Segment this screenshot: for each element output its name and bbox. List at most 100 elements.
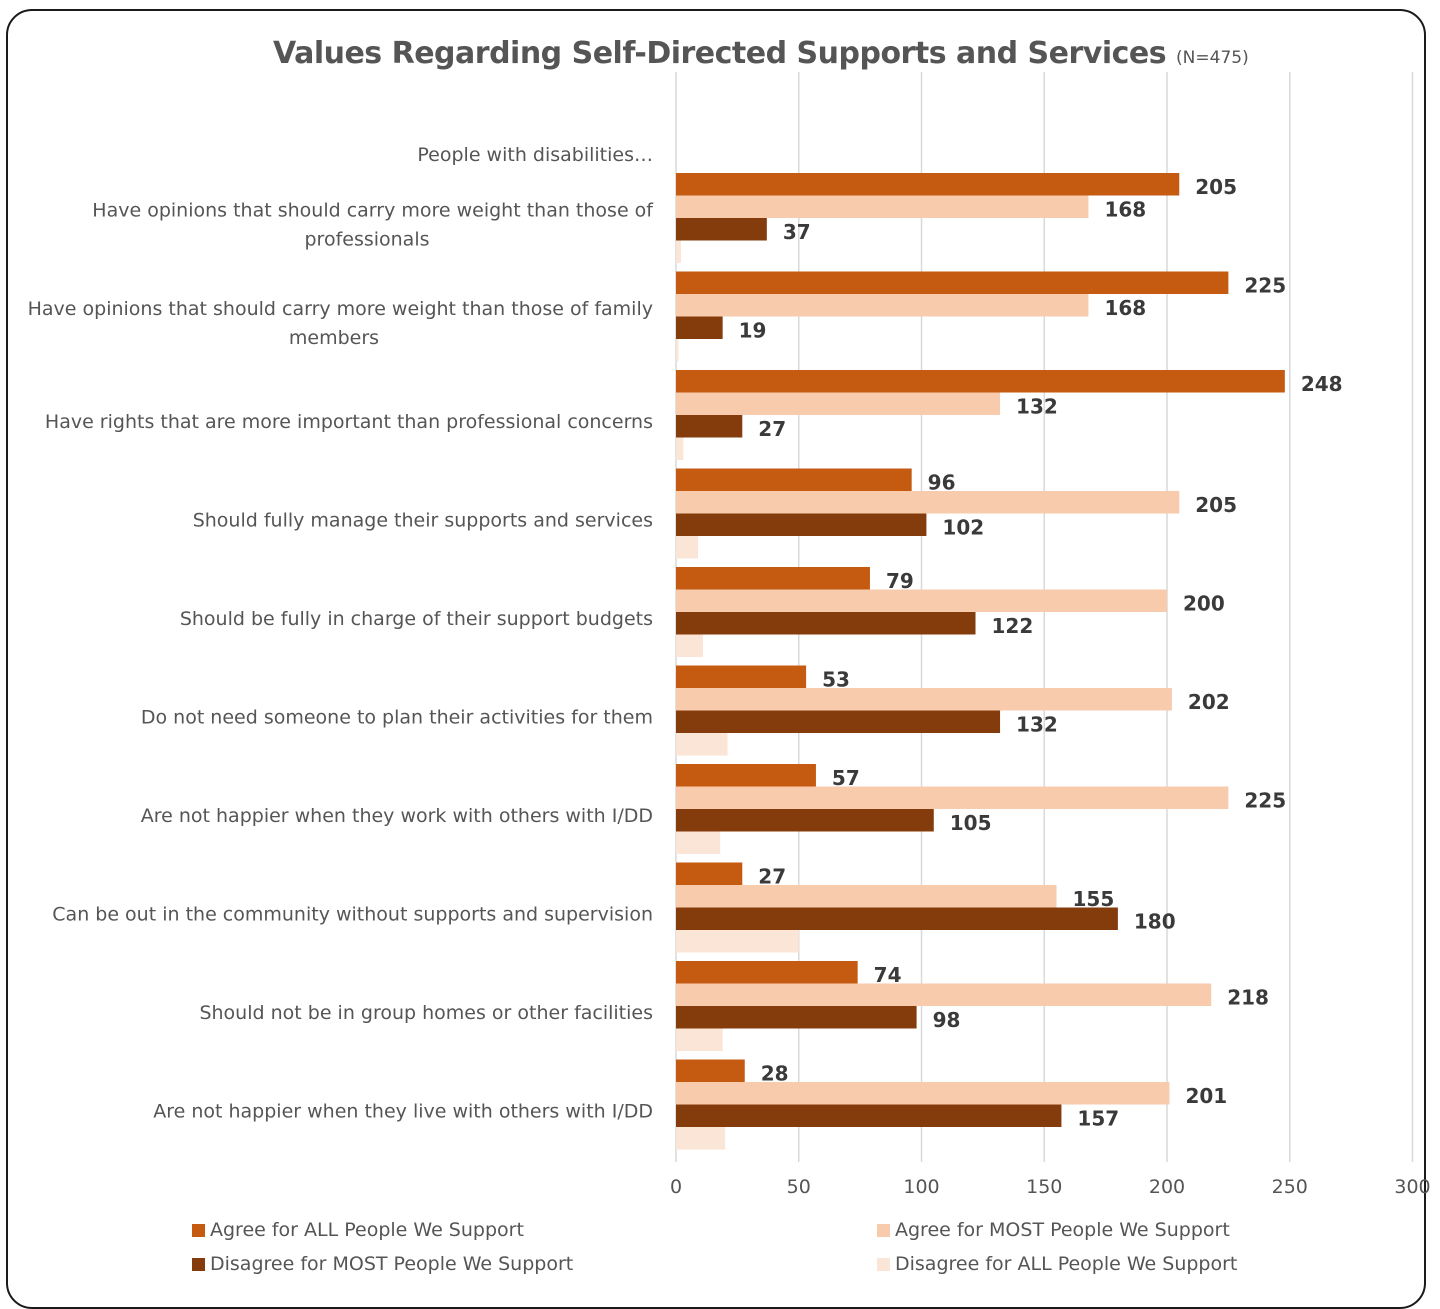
data-label: 27 xyxy=(758,417,786,441)
data-label: 201 xyxy=(1185,1084,1227,1108)
bar xyxy=(676,1028,723,1051)
data-label: 132 xyxy=(1016,713,1058,737)
category-label: Should not be in group homes or other fa… xyxy=(199,1002,653,1024)
bar xyxy=(676,710,1001,733)
legend-item: Disagree for MOST People We Support xyxy=(192,1253,573,1275)
x-tick-label: 150 xyxy=(1026,1176,1062,1198)
bar xyxy=(676,961,858,984)
legend-swatch xyxy=(192,1223,205,1237)
data-label: 105 xyxy=(950,811,992,835)
bar xyxy=(676,218,767,241)
data-label: 202 xyxy=(1188,690,1230,714)
bar xyxy=(676,733,728,756)
data-label: 168 xyxy=(1104,198,1146,222)
x-tick-label: 0 xyxy=(670,1176,682,1198)
category-label: Are not happier when they live with othe… xyxy=(153,1101,653,1123)
bar xyxy=(676,634,704,657)
bar xyxy=(676,415,743,438)
x-tick-label: 300 xyxy=(1394,1176,1430,1198)
bar xyxy=(676,862,743,885)
bar xyxy=(676,1059,745,1082)
category-label: Can be out in the community without supp… xyxy=(52,904,653,926)
chart-title: Values Regarding Self-Directed Supports … xyxy=(273,36,1249,71)
bar xyxy=(676,491,1180,514)
bar xyxy=(676,513,927,536)
bar xyxy=(676,294,1089,317)
bar xyxy=(676,1082,1170,1105)
data-label: 53 xyxy=(822,668,850,692)
x-tick-label: 100 xyxy=(903,1176,939,1198)
bar xyxy=(676,589,1167,612)
bar xyxy=(676,809,934,832)
bar xyxy=(676,536,699,559)
bar xyxy=(676,240,681,263)
category-label: Should fully manage their supports and s… xyxy=(193,510,653,532)
data-label: 28 xyxy=(761,1062,789,1086)
category-label: professionals xyxy=(304,229,429,251)
data-label: 157 xyxy=(1077,1107,1119,1131)
data-label: 225 xyxy=(1244,274,1286,298)
bar xyxy=(676,1104,1062,1127)
category-label: Are not happier when they work with othe… xyxy=(141,805,653,827)
legend-swatch xyxy=(877,1257,890,1271)
legend-item: Disagree for ALL People We Support xyxy=(877,1253,1237,1275)
data-label: 155 xyxy=(1073,887,1115,911)
data-label: 102 xyxy=(942,516,984,540)
data-label: 79 xyxy=(886,569,914,593)
chart-title-text: Values Regarding Self-Directed Supports … xyxy=(273,36,1167,71)
legend-label: Agree for MOST People We Support xyxy=(895,1219,1230,1241)
chart-subtitle: (N=475) xyxy=(1176,48,1249,68)
bar xyxy=(676,688,1172,711)
data-label: 37 xyxy=(783,220,811,244)
category-label: Do not need someone to plan their activi… xyxy=(141,707,653,729)
bar xyxy=(676,271,1229,294)
bar xyxy=(676,831,721,854)
category-label: Have rights that are more important than… xyxy=(45,411,653,433)
bar xyxy=(676,930,799,953)
bar xyxy=(676,665,807,688)
data-label: 27 xyxy=(758,865,786,889)
bar xyxy=(676,1127,726,1150)
bar xyxy=(676,612,976,635)
data-label: 205 xyxy=(1195,175,1237,199)
category-label: members xyxy=(289,327,379,349)
data-label: 132 xyxy=(1016,395,1058,419)
data-label: 168 xyxy=(1104,296,1146,320)
data-label: 248 xyxy=(1301,372,1343,396)
data-label: 74 xyxy=(874,963,902,987)
bar xyxy=(676,764,816,787)
bar xyxy=(676,468,912,491)
category-label: Have opinions that should carry more wei… xyxy=(28,298,653,320)
bar xyxy=(676,370,1285,393)
bar xyxy=(676,983,1212,1006)
data-label: 98 xyxy=(933,1008,961,1032)
category-header-label: People with disabilities… xyxy=(417,144,653,166)
data-label: 57 xyxy=(832,766,860,790)
x-tick-label: 50 xyxy=(787,1176,811,1198)
legend-label: Agree for ALL People We Support xyxy=(210,1219,524,1241)
data-label: 96 xyxy=(928,471,956,495)
bar xyxy=(676,885,1057,908)
category-label: Should be fully in charge of their suppo… xyxy=(180,608,653,630)
data-label: 205 xyxy=(1195,493,1237,517)
data-label: 200 xyxy=(1183,592,1225,616)
bar xyxy=(676,786,1229,809)
data-label: 122 xyxy=(992,614,1034,638)
bar xyxy=(676,339,679,362)
bar xyxy=(676,316,723,339)
data-label: 218 xyxy=(1227,986,1269,1010)
data-label: 180 xyxy=(1134,910,1176,934)
bar xyxy=(676,437,684,460)
bar xyxy=(676,907,1118,930)
legend-label: Disagree for MOST People We Support xyxy=(210,1253,574,1275)
legend-swatch xyxy=(192,1257,205,1271)
legend-swatch xyxy=(877,1223,890,1237)
x-tick-label: 200 xyxy=(1149,1176,1185,1198)
data-label: 19 xyxy=(739,319,767,343)
bar xyxy=(676,195,1089,218)
data-label: 225 xyxy=(1244,789,1286,813)
bar xyxy=(676,392,1001,415)
legend-item: Agree for MOST People We Support xyxy=(877,1219,1230,1241)
bar xyxy=(676,1006,917,1029)
